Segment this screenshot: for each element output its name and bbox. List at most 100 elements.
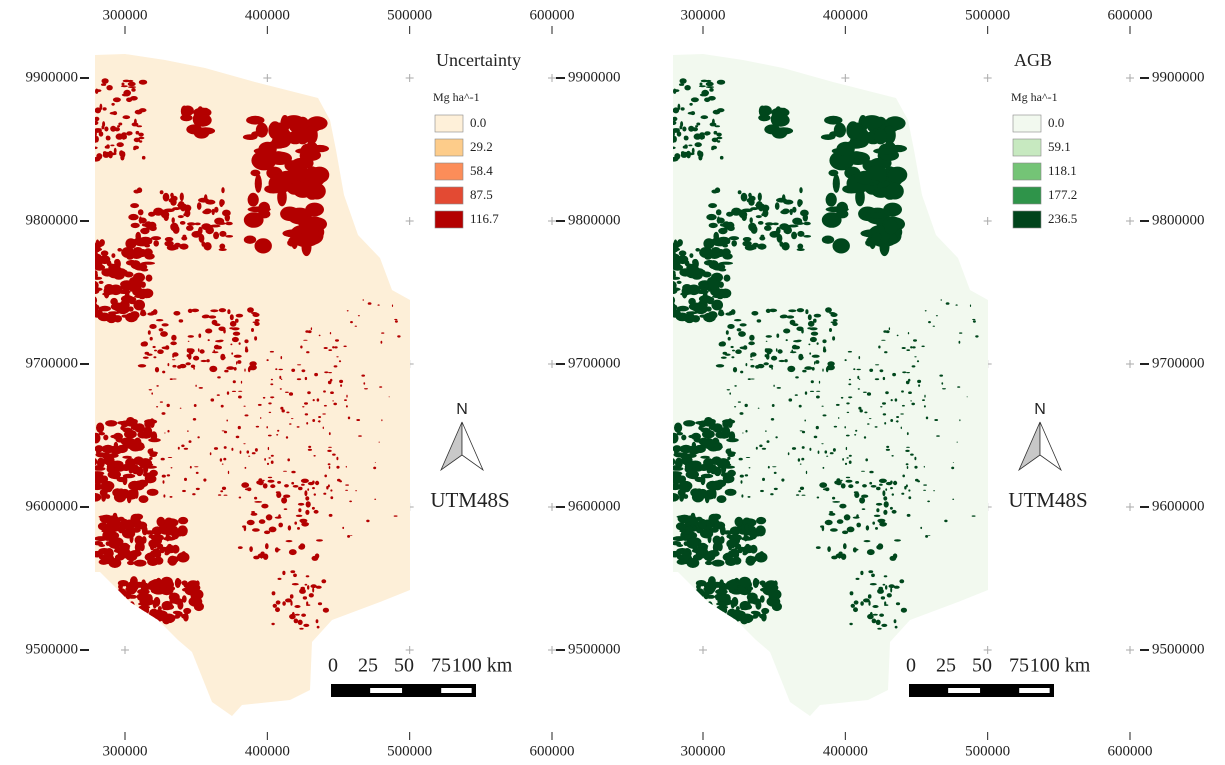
patch [303, 623, 310, 628]
patch [846, 457, 849, 459]
patch [104, 551, 113, 561]
patch [121, 93, 130, 97]
patch [330, 391, 334, 395]
patch [160, 457, 165, 461]
patch [715, 479, 727, 488]
patch [795, 494, 800, 496]
patch [801, 430, 806, 434]
patch [747, 378, 751, 380]
patch [716, 79, 726, 85]
patch [291, 611, 295, 618]
patch [776, 333, 780, 338]
patch [312, 399, 315, 402]
patch [190, 589, 204, 600]
patch [775, 436, 778, 439]
patch [694, 303, 708, 315]
patch [760, 489, 764, 493]
patch [105, 534, 114, 539]
patch [896, 334, 899, 337]
patch [707, 550, 720, 557]
patch [195, 580, 200, 587]
patch [172, 246, 179, 250]
patch [882, 583, 886, 586]
patch [101, 480, 114, 488]
patch [143, 248, 153, 257]
patch [696, 122, 701, 126]
patch [673, 309, 681, 318]
patch [728, 431, 736, 442]
patch [179, 221, 186, 225]
patch [177, 215, 184, 219]
patch [126, 417, 135, 424]
patch [279, 375, 282, 380]
patch [679, 529, 687, 533]
patch [284, 391, 289, 393]
patch [716, 301, 723, 309]
patch [905, 463, 909, 466]
patch [118, 122, 123, 126]
patch [193, 355, 200, 361]
patch [899, 579, 905, 584]
patch [895, 602, 901, 606]
patch [861, 115, 883, 130]
patch [126, 609, 139, 613]
patch [848, 396, 853, 399]
patch [192, 418, 197, 421]
patch [100, 250, 109, 256]
patch [136, 521, 148, 530]
patch [791, 231, 798, 240]
patch [311, 555, 319, 561]
patch [820, 134, 836, 141]
patch [267, 479, 275, 483]
patch [688, 125, 695, 132]
patch [247, 366, 251, 373]
patch [362, 299, 364, 301]
patch [312, 480, 315, 484]
patch [195, 471, 199, 474]
patch [868, 418, 872, 420]
patch [745, 429, 748, 433]
patch [874, 426, 878, 428]
patch [838, 417, 840, 419]
map-panel: 300000 300000 400000 400000 500000 500000 6000… [556, 7, 1205, 759]
patch [814, 361, 816, 365]
patch [166, 601, 173, 610]
patch [721, 248, 731, 257]
x-tick-label: 400000 [245, 743, 290, 759]
patch [138, 217, 147, 224]
patch [240, 380, 243, 384]
patch [115, 133, 124, 140]
patch [708, 96, 716, 101]
patch [361, 374, 366, 377]
patch [237, 360, 242, 364]
patch [861, 470, 865, 472]
patch [694, 267, 701, 275]
patch [865, 165, 887, 181]
patch [855, 577, 860, 581]
patch [267, 434, 272, 437]
patch [910, 400, 912, 402]
patch [905, 484, 908, 488]
patch [166, 403, 170, 408]
patch [280, 378, 283, 380]
patch [238, 390, 243, 392]
patch [154, 349, 157, 352]
patch [684, 462, 693, 471]
grid-cross [405, 646, 414, 654]
patch [270, 484, 276, 489]
patch [718, 268, 727, 272]
legend-swatch [1012, 210, 1042, 229]
patch [310, 327, 313, 331]
patch [301, 369, 306, 373]
patch [866, 392, 872, 396]
patch [131, 465, 139, 472]
patch [836, 478, 841, 482]
patch [290, 418, 294, 420]
patch [690, 512, 696, 519]
patch [201, 315, 208, 319]
patch [358, 435, 362, 437]
scale-bar-label: 50 [972, 655, 992, 677]
patch [843, 543, 847, 550]
patch [265, 543, 269, 550]
patch [709, 465, 717, 472]
